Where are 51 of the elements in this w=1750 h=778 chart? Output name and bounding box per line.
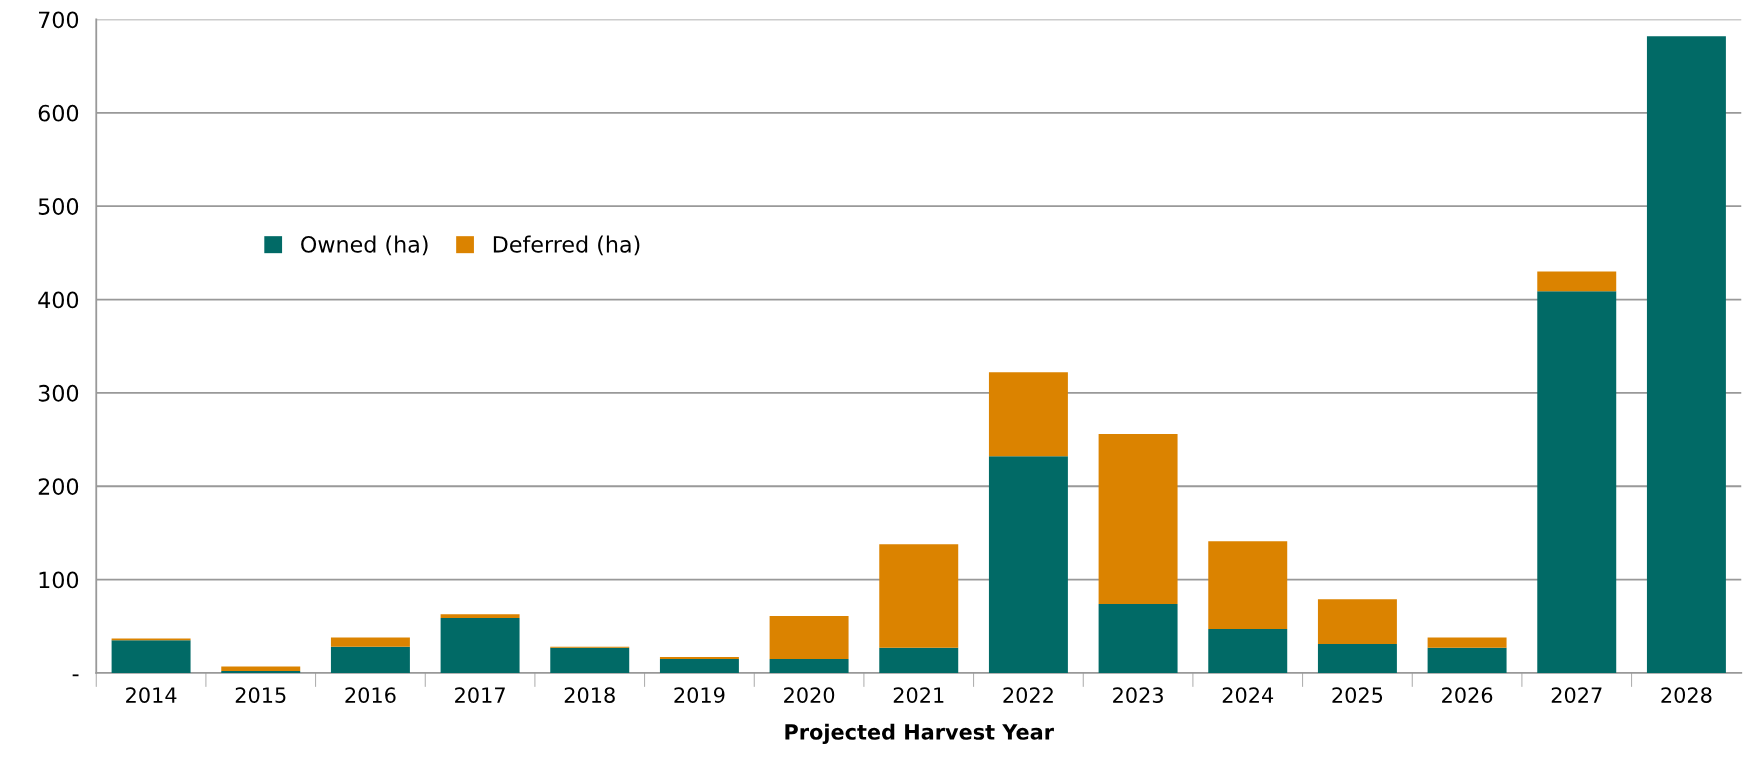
bar — [1317, 644, 1397, 673]
bar — [1537, 271, 1617, 292]
bar — [221, 666, 301, 672]
y-tick-label: 200 — [38, 478, 79, 496]
bar — [879, 647, 959, 673]
bar — [1427, 637, 1507, 648]
x-tick-label: 2022 — [1003, 687, 1053, 703]
x-tick-label: 2014 — [126, 687, 177, 703]
y-tick-label: 100 — [39, 571, 79, 589]
bar — [440, 614, 520, 618]
x-axis-title: Projected Harvest Year — [785, 723, 1054, 745]
legend-label: Owned (ha) — [301, 235, 428, 256]
x-tick-label: 2027 — [1551, 687, 1602, 703]
x-tick-label: 2026 — [1442, 687, 1493, 703]
bar — [1427, 647, 1507, 673]
x-tick-label: 2018 — [564, 687, 615, 703]
bar — [879, 544, 959, 648]
bar — [440, 617, 520, 673]
x-tick-label: 2023 — [1113, 687, 1163, 703]
bar — [1098, 603, 1178, 673]
y-tick-label: 400 — [38, 291, 79, 309]
bar — [111, 640, 191, 673]
y-tick-label: 500 — [38, 198, 79, 215]
bar — [988, 372, 1068, 457]
bar — [330, 646, 410, 673]
x-tick-label: 2020 — [784, 687, 835, 703]
x-tick-label: 2025 — [1332, 687, 1383, 703]
bar — [330, 637, 410, 647]
bar — [550, 647, 630, 673]
y-tick-label: 300 — [38, 384, 79, 402]
bar — [1208, 629, 1288, 673]
bar — [769, 616, 849, 659]
x-tick-label: 2024 — [1222, 687, 1274, 703]
x-tick-label: 2019 — [674, 687, 725, 703]
bar — [1646, 36, 1726, 673]
x-tick-label: 2028 — [1661, 687, 1712, 703]
x-tick-label: 2021 — [893, 687, 944, 703]
x-tick-label: 2015 — [235, 687, 286, 703]
bar — [659, 658, 739, 673]
bar — [1537, 291, 1617, 673]
legend-label: Deferred (ha) — [493, 235, 640, 256]
y-tick-label: - — [72, 674, 79, 677]
bar — [988, 456, 1068, 673]
bar — [1317, 599, 1397, 645]
bar — [1208, 541, 1288, 630]
bar — [1098, 433, 1178, 604]
bar — [769, 658, 849, 673]
y-tick-label: 700 — [38, 11, 79, 29]
x-tick-label: 2016 — [345, 687, 396, 703]
y-tick-label: 600 — [38, 104, 79, 122]
x-tick-label: 2017 — [455, 687, 505, 703]
